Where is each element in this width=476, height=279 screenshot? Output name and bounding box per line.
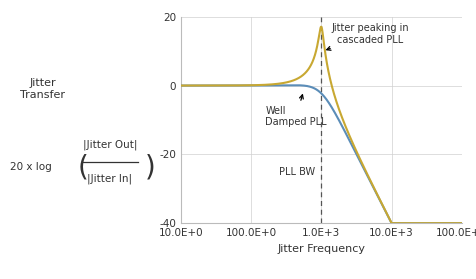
Text: |Jitter In|: |Jitter In|: [87, 174, 132, 184]
Text: Well
Damped PLL: Well Damped PLL: [266, 95, 327, 127]
Text: |Jitter Out|: |Jitter Out|: [83, 140, 137, 150]
Text: ): ): [145, 153, 155, 181]
X-axis label: Jitter Frequency: Jitter Frequency: [278, 244, 365, 254]
Text: (: (: [78, 153, 89, 181]
Text: 20 x log: 20 x log: [10, 162, 51, 172]
Text: PLL BW: PLL BW: [279, 167, 315, 177]
Text: Jitter peaking in
cascaded PLL: Jitter peaking in cascaded PLL: [327, 23, 409, 50]
Text: Jitter
Transfer: Jitter Transfer: [20, 78, 65, 100]
